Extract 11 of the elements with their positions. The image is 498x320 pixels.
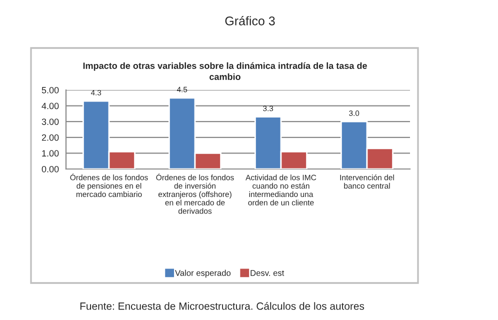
chart-subtitle: Impacto de otras variables sobre la dinámica intradía de la tasa de cambio bbox=[83, 62, 367, 80]
y-tick-label: 2.00 bbox=[42, 134, 59, 141]
source-note: Fuente: Encuesta de Microestructura. Cálculos de los autores bbox=[80, 302, 364, 310]
y-tick-label: 5.00 bbox=[42, 86, 59, 94]
y-tick-label: 3.00 bbox=[42, 118, 59, 125]
y-tick-label: 4.00 bbox=[42, 102, 59, 110]
legend-label: Valor esperado bbox=[175, 270, 231, 278]
legend-label: Desv. est bbox=[250, 270, 284, 276]
y-tick-label: 0.00 bbox=[42, 166, 59, 172]
chart-title: Gráfico 3 bbox=[225, 16, 275, 26]
y-tick-label: 1.00 bbox=[42, 150, 59, 157]
